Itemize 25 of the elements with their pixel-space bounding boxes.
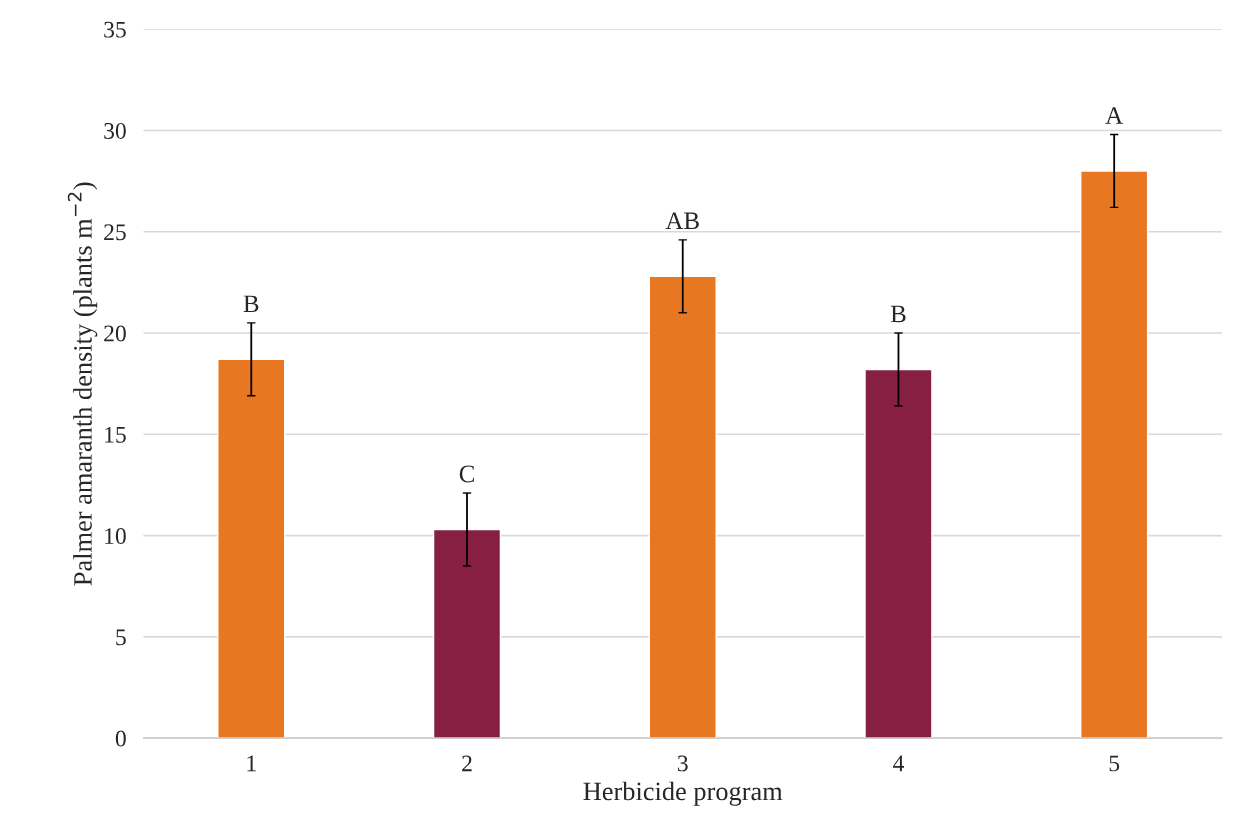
annotation: A (1105, 107, 1124, 124)
annotation: B (243, 295, 259, 313)
y-tick-label: 30 (104, 122, 126, 139)
bar (864, 368, 933, 739)
bar (648, 275, 717, 739)
y-axis-title: Palmer amaranth density (plants m$^{−2}$) (67, 182, 98, 586)
y-tick-label: 25 (104, 224, 126, 241)
annotation: B (890, 305, 906, 323)
y-tick-label: 5 (116, 629, 126, 646)
annotation: C (459, 465, 474, 483)
x-tick-label: 4 (893, 755, 904, 772)
y-tick-label: 35 (104, 21, 126, 38)
x-tick-label: 1 (247, 755, 256, 772)
y-tick-label: 20 (104, 325, 126, 342)
x-tick-label: 3 (677, 755, 688, 772)
x-tick-label: 2 (462, 755, 472, 772)
x-tick-label: 5 (1109, 755, 1120, 772)
y-tick-label: 0 (115, 730, 126, 747)
y-tick-label: 15 (105, 426, 126, 443)
bar (432, 528, 502, 739)
annotation: AB (665, 212, 699, 230)
y-tick-label: 10 (105, 528, 126, 544)
bar (1080, 170, 1149, 739)
x-axis-title: Herbicide program (583, 781, 783, 806)
bar (217, 358, 286, 739)
